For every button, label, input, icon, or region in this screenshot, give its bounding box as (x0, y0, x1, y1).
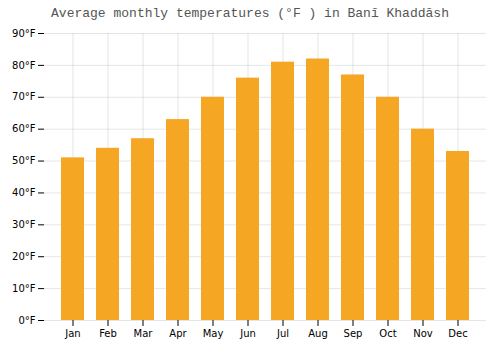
svg-text:Oct: Oct (379, 328, 396, 339)
svg-text:Dec: Dec (448, 328, 467, 339)
svg-text:Mar: Mar (134, 328, 154, 339)
html-text:Average monthly temperatures (: Average monthly temperatures (°F ) in Ba… (51, 6, 449, 21)
svg-text:10°F: 10°F (12, 283, 36, 294)
svg-text:30°F: 30°F (12, 219, 36, 230)
svg-text:60°F: 60°F (12, 123, 36, 134)
svg-text:Aug: Aug (308, 328, 328, 339)
svg-text:Jun: Jun (239, 328, 256, 339)
svg-text:50°F: 50°F (12, 155, 36, 166)
svg-text:90°F: 90°F (12, 28, 36, 39)
svg-text:Feb: Feb (99, 328, 117, 339)
svg-text:80°F: 80°F (12, 60, 36, 71)
svg-text:70°F: 70°F (12, 91, 36, 102)
svg-text:0°F: 0°F (18, 315, 35, 326)
svg-text:Jul: Jul (276, 328, 289, 339)
svg-text:Apr: Apr (169, 328, 187, 339)
svg-text:40°F: 40°F (12, 187, 36, 198)
svg-text:Sep: Sep (344, 328, 363, 339)
svg-text:May: May (203, 328, 224, 339)
svg-text:20°F: 20°F (12, 251, 36, 262)
svg-text:Nov: Nov (413, 328, 433, 339)
svg-text:Jan: Jan (64, 328, 80, 339)
